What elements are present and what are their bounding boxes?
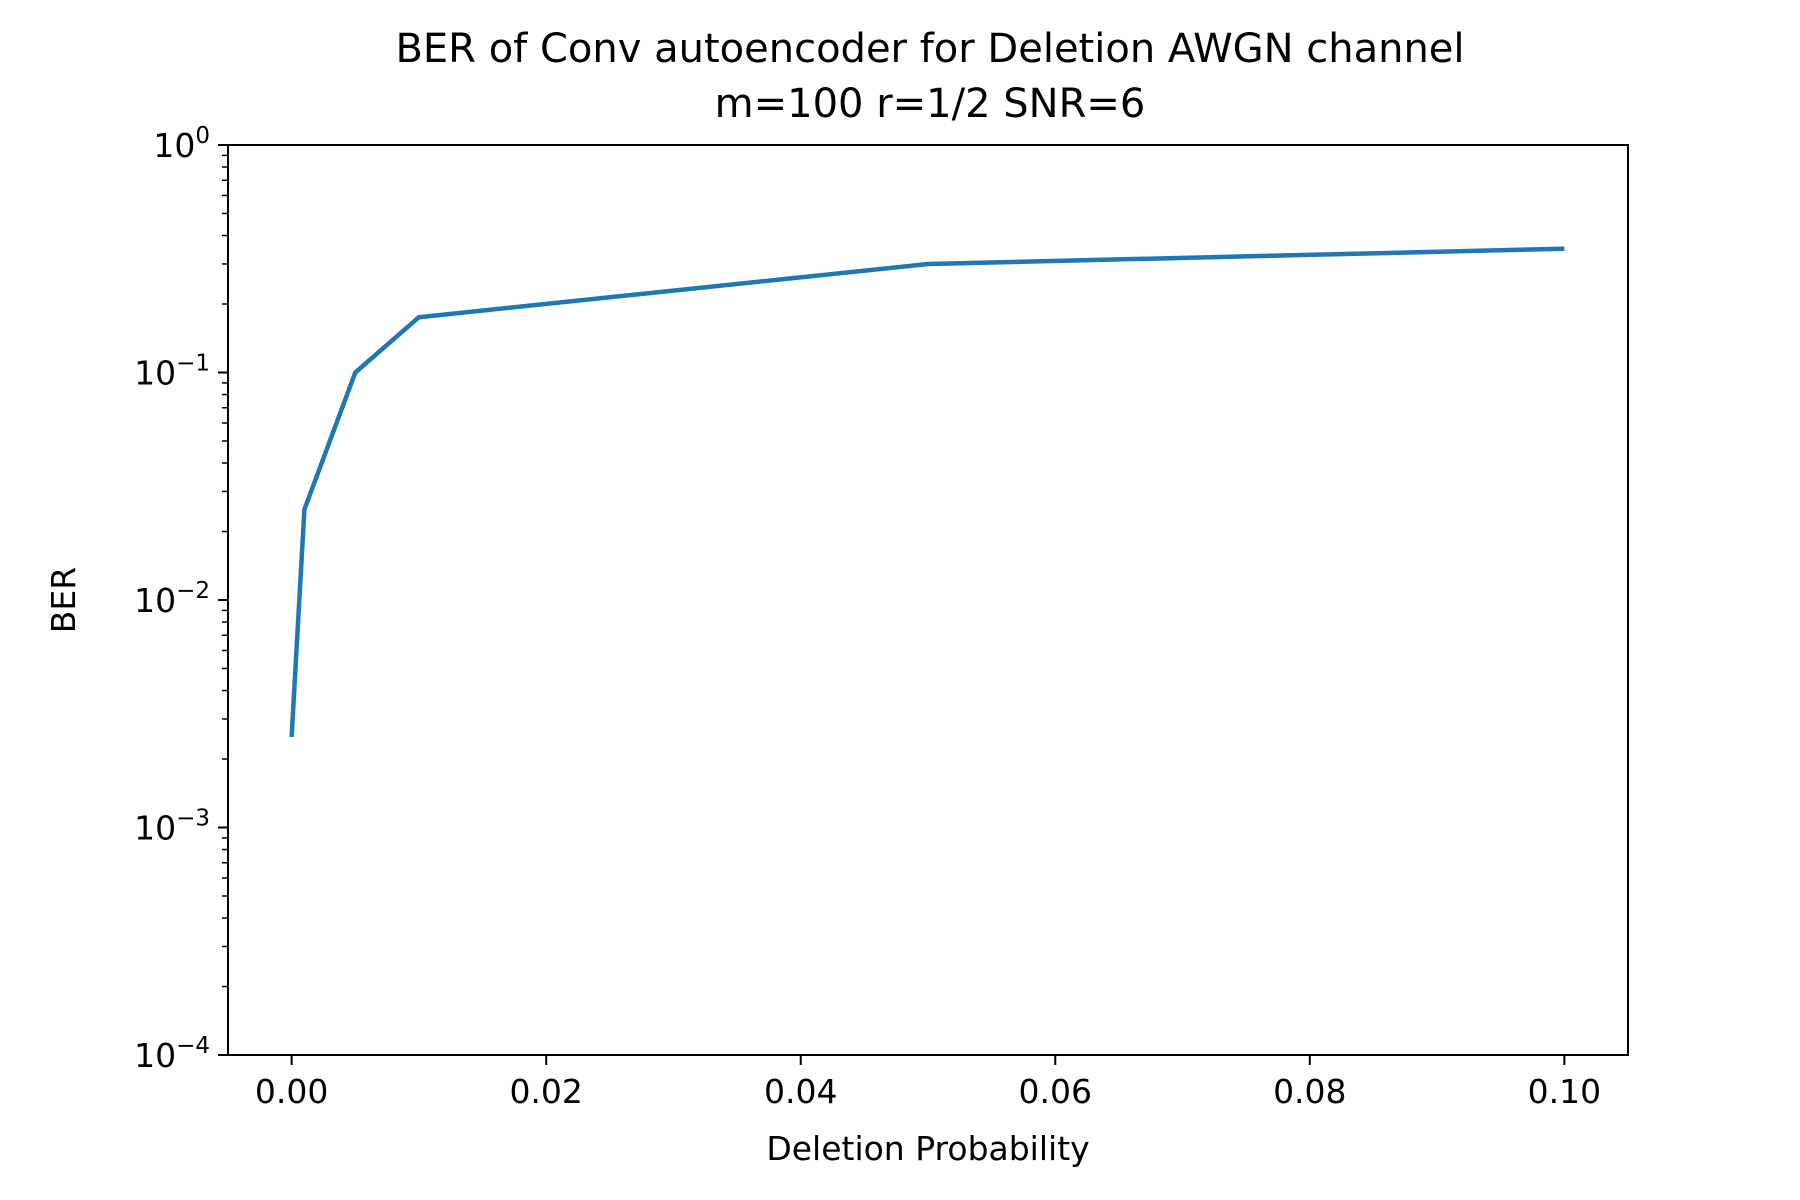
- x-tick-label: 0.00: [255, 1072, 328, 1111]
- y-tick-label: 10−2: [134, 578, 210, 620]
- chart-subtitle: m=100 r=1/2 SNR=6: [715, 81, 1146, 127]
- y-tick-label: 10−3: [134, 806, 210, 848]
- y-tick-base: 10: [134, 1036, 176, 1075]
- chart-title: BER of Conv autoencoder for Deletion AWG…: [395, 26, 1464, 72]
- x-tick-label: 0.06: [1019, 1072, 1092, 1111]
- y-tick-label: 10−1: [134, 351, 210, 393]
- y-tick-exponent: −1: [176, 351, 210, 377]
- x-tick-label: 0.02: [509, 1072, 582, 1111]
- series-layer: [289, 246, 1565, 738]
- x-axis-label: Deletion Probability: [766, 1129, 1089, 1168]
- y-tick-base: 10: [134, 809, 176, 848]
- plot-frame: [227, 144, 1629, 1056]
- x-tick-label: 0.04: [764, 1072, 837, 1111]
- y-tick-exponent: 0: [195, 123, 210, 149]
- series-line: [289, 246, 1565, 738]
- y-tick-base: 10: [134, 354, 176, 393]
- y-tick-exponent: −3: [176, 806, 210, 832]
- y-tick-label: 10−4: [134, 1033, 210, 1075]
- y-tick-base: 10: [153, 126, 195, 165]
- x-axis: 0.00 0.02 0.04 0.06 0.08 0.10: [255, 1055, 1601, 1111]
- y-tick-exponent: −2: [176, 578, 210, 604]
- y-tick-label: 100: [153, 123, 210, 165]
- x-tick-label: 0.08: [1273, 1072, 1346, 1111]
- plot-area: 0.00 0.02 0.04 0.06 0.08 0.10 10−410−310−210−…: [134, 123, 1629, 1111]
- y-axis-label: BER: [44, 567, 83, 633]
- y-tick-base: 10: [134, 581, 176, 620]
- y-tick-exponent: −4: [176, 1033, 210, 1059]
- x-tick-label: 0.10: [1528, 1072, 1601, 1111]
